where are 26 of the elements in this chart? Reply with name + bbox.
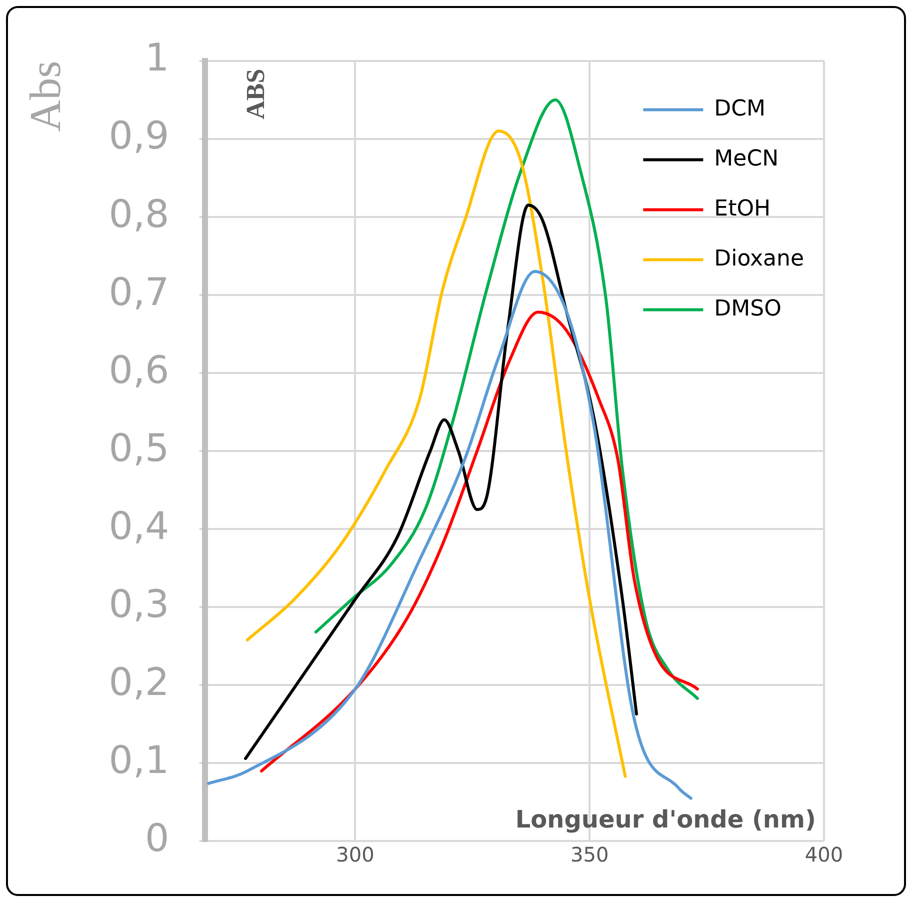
legend-label: Dioxane	[714, 246, 804, 272]
y-tick-label: 0,4	[108, 504, 170, 548]
y-tick-label: 0,2	[108, 660, 170, 704]
x-tick-label: 400	[804, 842, 844, 866]
y-tick-label: 0,1	[108, 738, 170, 782]
legend-label: EtOH	[714, 196, 771, 222]
line-series	[260, 310, 699, 772]
y-tick-label: 0,3	[108, 582, 170, 626]
x-tick-label: 350	[570, 842, 609, 866]
legend-label: DCM	[714, 96, 766, 122]
line-series	[246, 130, 627, 778]
y-tick-label: 0,5	[108, 426, 170, 470]
line-series	[314, 98, 699, 700]
x-axis-title: Longueur d'onde (nm)	[515, 805, 816, 834]
line-series	[207, 270, 692, 800]
y-tick-label: 0,6	[108, 348, 170, 392]
y-tick-label: 0,9	[108, 114, 170, 158]
annotation: ABS	[240, 68, 270, 120]
y-axis-title: Abs	[20, 60, 70, 132]
y-tick-label: 0,8	[108, 192, 170, 236]
y-tick-label: 1	[145, 36, 170, 80]
y-tick-label: 0	[145, 816, 170, 860]
legend-label: MeCN	[714, 146, 779, 172]
x-tick-label: 300	[336, 842, 374, 866]
legend-label: DMSO	[714, 296, 782, 322]
y-tick-label: 0,7	[108, 270, 170, 314]
